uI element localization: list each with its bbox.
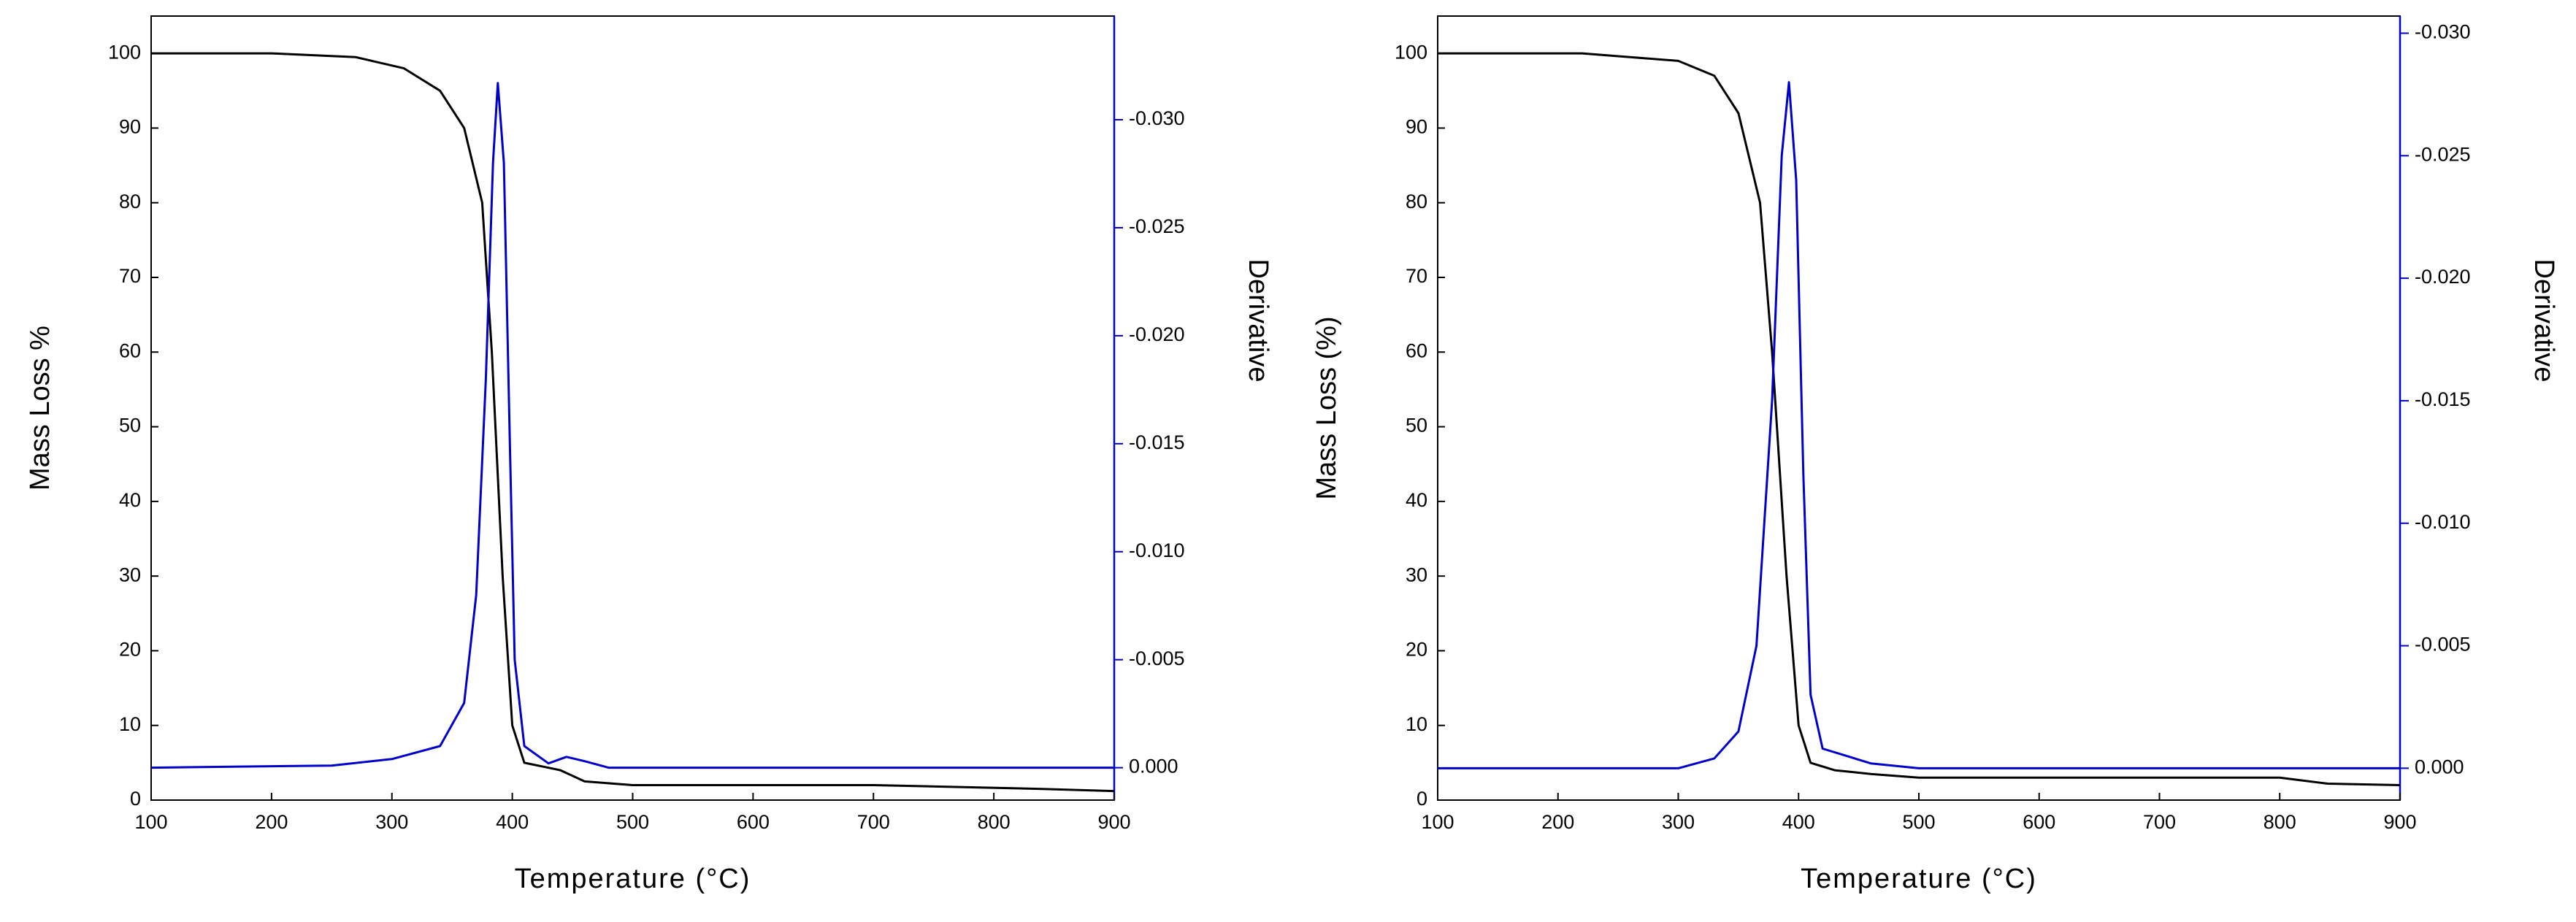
y-tick-label: 80 bbox=[1406, 191, 1427, 212]
y2-tick-label: 0.000 bbox=[2415, 756, 2464, 777]
y-tick-label: 20 bbox=[119, 639, 141, 661]
y-tick-label: 50 bbox=[119, 415, 141, 437]
x-tick-label: 500 bbox=[1902, 811, 1935, 833]
x-tick-label: 400 bbox=[496, 811, 529, 833]
y-tick-label: 40 bbox=[1406, 489, 1427, 511]
y2-axis-title: Derivative bbox=[2529, 259, 2559, 383]
y2-tick-label: -0.015 bbox=[2415, 388, 2471, 410]
y-tick-label: 100 bbox=[1395, 41, 1427, 63]
derivative-line bbox=[150, 82, 1114, 769]
derivative-line bbox=[1438, 81, 2400, 769]
y-tick-label: 70 bbox=[1406, 265, 1427, 287]
plot-frame bbox=[1437, 15, 2401, 801]
y2-tick-label: -0.020 bbox=[2415, 266, 2471, 288]
x-tick-label: 100 bbox=[1421, 811, 1454, 833]
y2-tick-label: -0.005 bbox=[1129, 648, 1185, 669]
x-tick-label: 700 bbox=[857, 811, 890, 833]
y2-tick-label: -0.010 bbox=[2415, 511, 2471, 533]
y-tick-label: 0 bbox=[1417, 788, 1427, 810]
x-tick-label: 800 bbox=[978, 811, 1011, 833]
y2-tick-label: -0.025 bbox=[2415, 143, 2471, 165]
y2-tick-label: 0.000 bbox=[1129, 756, 1178, 777]
y2-tick-label: -0.010 bbox=[1129, 539, 1185, 561]
y2-axis-title: Derivative bbox=[1243, 259, 1273, 383]
x-tick-label: 900 bbox=[1097, 811, 1130, 833]
y2-tick-label: -0.005 bbox=[2415, 634, 2471, 656]
y-axis-title: Mass Loss % bbox=[25, 326, 55, 491]
x-axis-title: Temperature (°C) bbox=[515, 864, 751, 894]
x-tick-label: 600 bbox=[2023, 811, 2055, 833]
y-tick-label: 60 bbox=[119, 339, 141, 361]
y2-tick-label: -0.025 bbox=[1129, 215, 1185, 237]
y-tick-label: 70 bbox=[119, 265, 141, 287]
x-tick-label: 800 bbox=[2263, 811, 2296, 833]
y-tick-label: 50 bbox=[1406, 415, 1427, 437]
x-tick-label: 400 bbox=[1782, 811, 1815, 833]
x-tick-label: 700 bbox=[2143, 811, 2176, 833]
x-tick-label: 200 bbox=[1541, 811, 1574, 833]
x-tick-label: 300 bbox=[375, 811, 408, 833]
y-tick-label: 80 bbox=[119, 191, 141, 212]
y-tick-label: 100 bbox=[108, 41, 141, 63]
y-tick-label: 90 bbox=[1406, 116, 1427, 138]
y-tick-label: 10 bbox=[119, 713, 141, 735]
x-tick-label: 100 bbox=[134, 811, 167, 833]
y-tick-label: 20 bbox=[1406, 639, 1427, 661]
x-tick-label: 500 bbox=[616, 811, 649, 833]
y-tick-label: 90 bbox=[119, 116, 141, 138]
mass-line bbox=[151, 52, 1115, 793]
y2-tick-label: -0.020 bbox=[1129, 323, 1185, 345]
x-tick-label: 300 bbox=[1662, 811, 1695, 833]
y-tick-label: 10 bbox=[1406, 713, 1427, 735]
plot-frame bbox=[150, 15, 1115, 801]
y-tick-label: 0 bbox=[130, 788, 141, 810]
x-axis-title: Temperature (°C) bbox=[1801, 864, 2037, 894]
y-tick-label: 30 bbox=[1406, 564, 1427, 585]
y2-tick-label: -0.030 bbox=[2415, 21, 2471, 43]
x-tick-label: 600 bbox=[737, 811, 770, 833]
y-tick-label: 60 bbox=[1406, 339, 1427, 361]
x-tick-label: 200 bbox=[255, 811, 288, 833]
y-tick-label: 40 bbox=[119, 489, 141, 511]
y-axis-title: Mass Loss (%) bbox=[1311, 316, 1342, 499]
y2-tick-label: -0.015 bbox=[1129, 431, 1185, 453]
mass-line bbox=[1438, 52, 2401, 786]
x-tick-label: 900 bbox=[2383, 811, 2416, 833]
y2-tick-label: -0.030 bbox=[1129, 107, 1185, 129]
y-tick-label: 30 bbox=[119, 564, 141, 585]
